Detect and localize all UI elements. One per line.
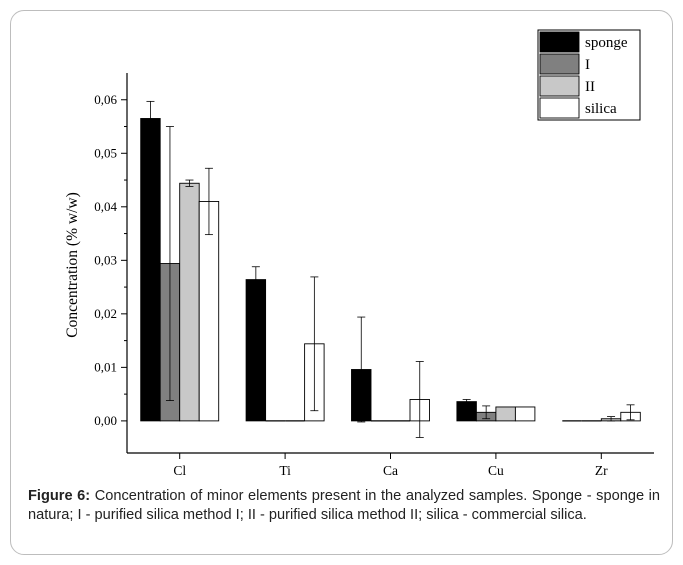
bar-sponge-Ti xyxy=(245,279,267,422)
bar-chart: 0,00 0,01 0,02 0,03 0,04 0,05 0,06 Cl Ti Ca Cu Zr Co… xyxy=(64,29,654,478)
x-tick-label-Ca: Ca xyxy=(383,463,398,478)
y-tick-label: 0,05 xyxy=(94,145,117,160)
x-tick-label-Zr: Zr xyxy=(595,463,608,478)
y-tick-label: 0,03 xyxy=(94,252,117,267)
bar-II-Cu xyxy=(495,406,516,422)
bar-II-Cl xyxy=(179,182,200,422)
caption-text: Concentration of minor elements present … xyxy=(28,488,661,523)
y-tick-label: 0,06 xyxy=(94,92,117,107)
legend-label-silica: silica xyxy=(585,101,617,117)
caption-label: Figure 6: xyxy=(28,488,91,504)
legend-swatch-I xyxy=(539,53,580,75)
legend-swatch-sponge xyxy=(539,31,580,53)
figure-caption: Figure 6: Concentration of minor element… xyxy=(28,487,660,525)
x-tick-label-Ti: Ti xyxy=(279,463,291,478)
x-tick-label-Cl: Cl xyxy=(173,463,186,478)
y-tick-label: 0,00 xyxy=(94,413,117,428)
bar-sponge-Cu xyxy=(456,401,477,422)
bar-silica-Cu xyxy=(514,406,536,422)
y-axis-label: Concentration (% w/w) xyxy=(64,192,81,338)
y-tick-label: 0,01 xyxy=(94,359,117,374)
legend-label-I: I xyxy=(585,57,590,73)
legend-label-II: II xyxy=(585,79,595,95)
y-tick-label: 0,02 xyxy=(94,306,117,321)
legend-label-sponge: sponge xyxy=(585,35,628,51)
x-tick-label-Cu: Cu xyxy=(488,463,504,478)
y-tick-label: 0,04 xyxy=(94,199,117,214)
legend-swatch-II xyxy=(539,75,580,97)
bar-sponge-Cl xyxy=(140,118,161,422)
legend-swatch-silica xyxy=(539,97,580,119)
